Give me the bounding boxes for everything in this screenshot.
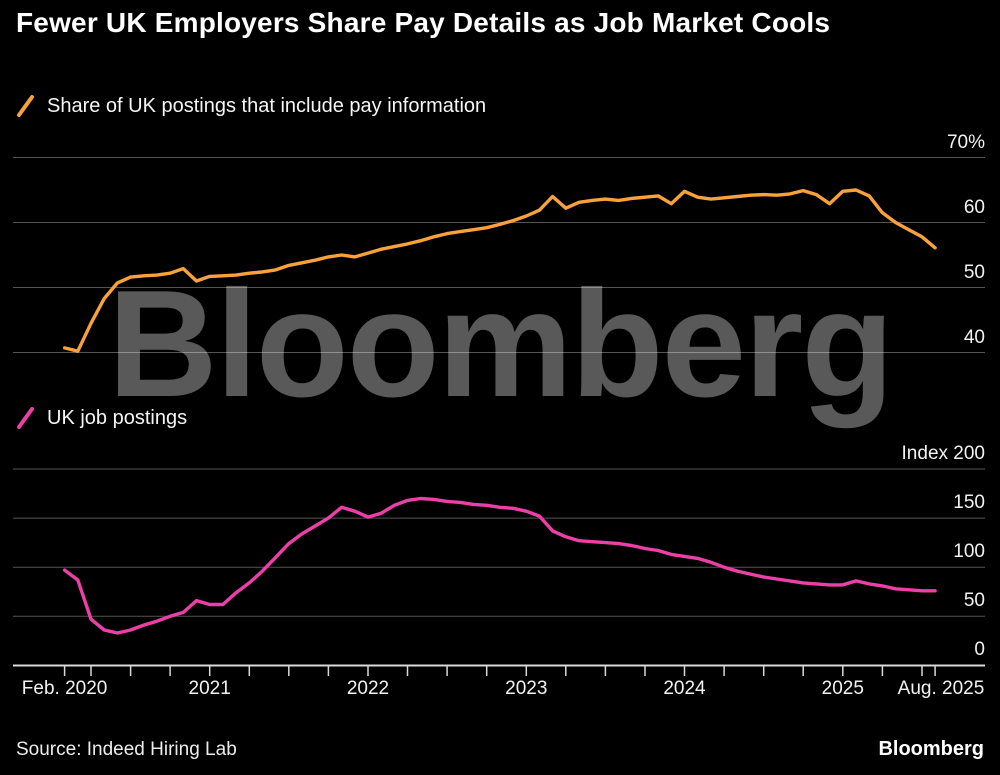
job-postings-line xyxy=(62,496,937,635)
y-axis-label: Index 200 xyxy=(901,443,985,464)
x-axis-label: 2021 xyxy=(188,678,231,699)
legend-slash-icon-pink xyxy=(17,407,34,429)
legend-job-postings: UK job postings xyxy=(16,406,187,430)
x-axis-label: 2022 xyxy=(346,678,390,699)
chart-title: Fewer UK Employers Share Pay Details as … xyxy=(16,7,831,38)
y-axis-label: 70% xyxy=(946,131,985,153)
y-axis-label: 50 xyxy=(963,590,985,612)
legend-label-pay-share: Share of UK postings that include pay in… xyxy=(47,94,487,117)
y-axis-label: 40 xyxy=(963,326,985,348)
y-axis-label: 150 xyxy=(953,492,985,514)
legend-label-job-postings: UK job postings xyxy=(47,406,188,429)
source-credit: Source: Indeed Hiring Lab xyxy=(16,739,237,760)
x-axis-label: Aug. 2025 xyxy=(897,678,985,699)
x-axis-label: 2025 xyxy=(821,678,864,699)
y-axis-label: 50 xyxy=(963,261,985,283)
x-axis-label: 2024 xyxy=(663,678,706,699)
legend-slash-icon-orange xyxy=(17,95,34,117)
x-axis-label: 2023 xyxy=(505,678,548,699)
bloomberg-watermark: Bloomberg xyxy=(107,259,894,429)
pay-share-line xyxy=(62,188,937,353)
bloomberg-logo: Bloomberg xyxy=(878,738,984,760)
y-axis-label: 100 xyxy=(953,541,985,563)
y-axis-label: 60 xyxy=(963,196,985,218)
legend-pay-share: Share of UK postings that include pay in… xyxy=(16,94,486,118)
x-axis-label: Feb. 2020 xyxy=(21,678,108,699)
y-axis-label: 0 xyxy=(974,639,985,661)
